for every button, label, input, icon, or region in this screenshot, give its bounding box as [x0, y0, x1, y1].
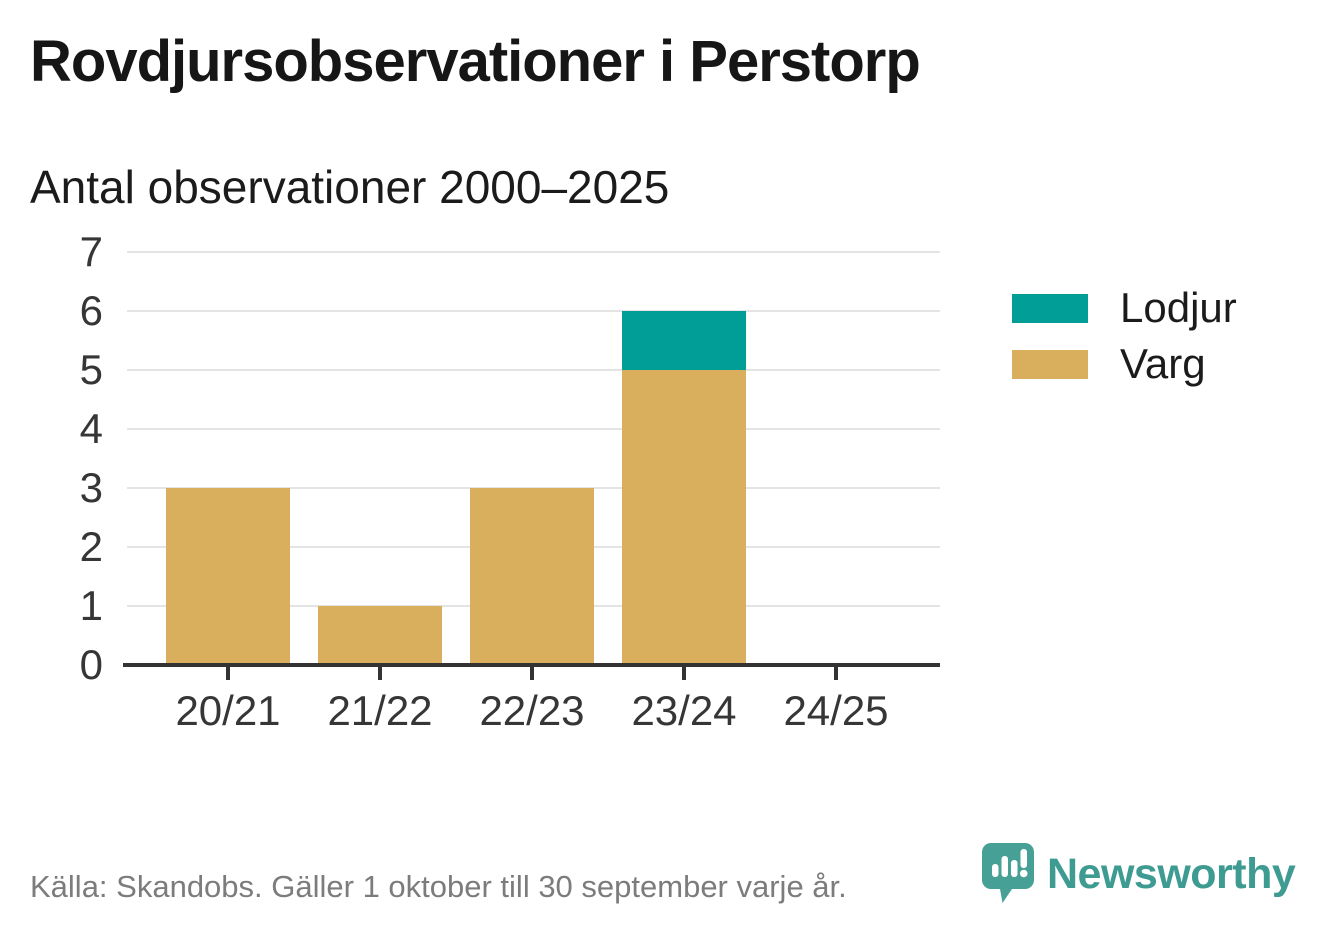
- brand-name: Newsworthy: [1047, 849, 1296, 898]
- gridline: [127, 428, 940, 430]
- x-axis-tick-label: 24/25: [783, 687, 889, 734]
- x-axis-tick: [226, 667, 230, 680]
- bar-segment-varg-22-23: [470, 488, 594, 665]
- x-axis-tick: [834, 667, 838, 680]
- chart-subtitle: Antal observationer 2000–2025: [30, 161, 670, 213]
- gridline: [127, 251, 940, 253]
- lodjur-color-swatch: [1012, 293, 1088, 323]
- legend: Lodjur Varg: [1012, 285, 1237, 387]
- legend-label-lodjur: Lodjur: [1120, 284, 1237, 331]
- bar-segment-varg-23-24: [622, 370, 746, 665]
- x-axis-tick-label: 23/24: [631, 687, 737, 734]
- y-axis-tick-label: 4: [79, 405, 103, 452]
- legend-item-lodjur: Lodjur: [1012, 285, 1237, 331]
- gridline: [127, 369, 940, 371]
- source-note: Källa: Skandobs. Gäller 1 oktober till 3…: [30, 869, 847, 904]
- y-axis-tick-label: 2: [79, 523, 103, 570]
- x-axis-tick: [378, 667, 382, 680]
- chart-title: Rovdjursobservationer i Perstorp: [30, 29, 921, 94]
- newsworthy-speech-bubble-chart-icon: [982, 843, 1034, 905]
- bar-segment-lodjur-23-24: [622, 311, 746, 370]
- y-axis-tick-label: 7: [79, 228, 103, 275]
- x-axis-baseline: [123, 663, 940, 667]
- x-axis-tick-label: 21/22: [327, 687, 433, 734]
- brand-logo: Newsworthy: [982, 843, 1296, 905]
- y-axis-tick-label: 0: [79, 641, 103, 688]
- gridline: [127, 310, 940, 312]
- y-axis-tick-label: 5: [79, 346, 103, 393]
- varg-color-swatch: [1012, 349, 1088, 379]
- x-axis-tick-label: 22/23: [479, 687, 585, 734]
- x-axis-tick-label: 20/21: [175, 687, 281, 734]
- bar-segment-varg-21-22: [318, 606, 442, 665]
- x-axis-tick: [530, 667, 534, 680]
- legend-item-varg: Varg: [1012, 341, 1237, 387]
- bar-segment-varg-20-21: [166, 488, 290, 665]
- x-axis-tick: [682, 667, 686, 680]
- y-axis-tick-label: 1: [79, 582, 103, 629]
- y-axis-tick-label: 3: [79, 464, 103, 511]
- legend-label-varg: Varg: [1120, 340, 1206, 387]
- y-axis-tick-label: 6: [79, 287, 103, 334]
